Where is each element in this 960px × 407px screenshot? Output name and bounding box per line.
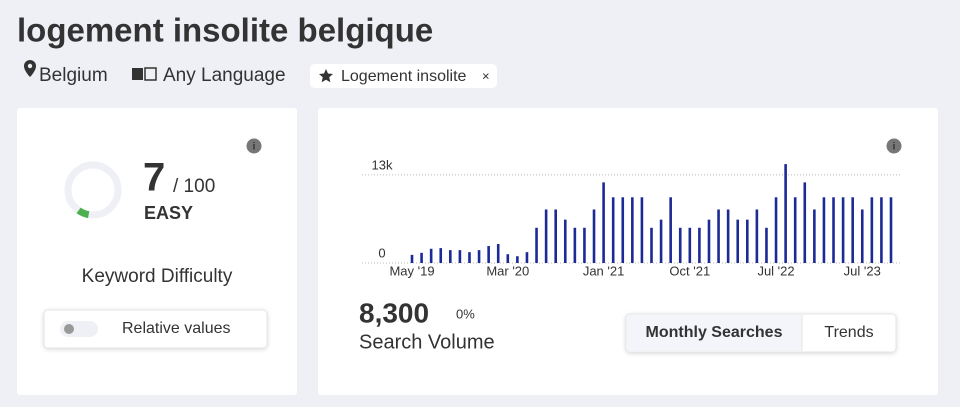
language-icon — [132, 68, 143, 80]
bar — [793, 197, 797, 263]
bar — [449, 250, 452, 263]
bar — [640, 197, 644, 263]
volume-value: 8,300 — [359, 297, 429, 328]
bar — [678, 227, 682, 263]
bar — [707, 219, 711, 263]
bar — [889, 197, 893, 263]
x-tick-label: Jul '23 — [844, 263, 881, 278]
bar — [688, 227, 692, 263]
page-title: logement insolite belgique — [17, 12, 433, 49]
bar — [803, 182, 807, 263]
volume-label: Search Volume — [359, 331, 495, 353]
bar — [841, 197, 845, 263]
bar — [880, 197, 883, 263]
remove-filter[interactable]: × — [482, 68, 490, 83]
language-icon — [144, 67, 157, 81]
bar — [755, 209, 759, 263]
y-tick-label: 13k — [372, 157, 393, 172]
x-tick-label: Oct '21 — [669, 263, 710, 278]
bar — [554, 209, 557, 263]
tab-trends[interactable]: Trends — [824, 324, 873, 341]
bar — [736, 219, 740, 263]
bar — [525, 252, 529, 263]
bar — [621, 197, 625, 263]
bar — [496, 244, 500, 263]
bar — [458, 250, 462, 263]
info-icon[interactable] — [246, 138, 262, 154]
bar — [631, 197, 634, 263]
bar — [468, 252, 471, 263]
difficulty-score: 7 — [143, 156, 165, 200]
toggle-box[interactable] — [43, 309, 268, 349]
bar — [544, 209, 548, 263]
difficulty-level: EASY — [144, 203, 193, 223]
bar — [851, 197, 854, 263]
bar — [698, 227, 701, 263]
bar — [439, 248, 443, 263]
x-tick-label: Mar '20 — [486, 263, 529, 278]
bar — [420, 252, 423, 263]
x-tick-label: Jan '21 — [583, 263, 625, 278]
filter-topic: Logement insolite — [341, 68, 467, 85]
bar — [860, 209, 864, 263]
bar — [429, 248, 433, 263]
y-tick-label: 0 — [378, 245, 385, 260]
filter-language[interactable]: Any Language — [163, 65, 286, 86]
chart: 0 13k May '19 Mar '20 Jan '21 Oct '21 Jul '22 J… — [362, 157, 900, 278]
bar — [650, 227, 653, 263]
tab-active-bg — [627, 315, 802, 351]
bar — [602, 182, 605, 263]
filter-chip[interactable] — [310, 64, 497, 88]
bar — [592, 209, 596, 263]
volume-change: 0% — [456, 306, 475, 321]
bar — [563, 219, 567, 263]
info-icon-glyph: i — [893, 142, 896, 153]
info-icon-glyph: i — [253, 142, 256, 153]
bar — [726, 209, 730, 263]
bar — [611, 197, 615, 263]
star-icon — [319, 69, 333, 83]
difficulty-label: Keyword Difficulty — [82, 266, 233, 287]
difficulty-max: / 100 — [173, 176, 215, 197]
bar — [870, 197, 874, 263]
bar — [822, 197, 826, 263]
location-icon-dot — [27, 63, 33, 69]
bar — [669, 197, 672, 263]
location-icon — [24, 60, 36, 77]
bar — [583, 227, 586, 263]
difficulty-ring — [64, 161, 122, 219]
bar — [477, 250, 481, 263]
x-tick-label: May '19 — [389, 263, 434, 278]
difficulty-arc — [64, 161, 122, 219]
bar — [535, 227, 538, 263]
bar — [573, 227, 577, 263]
bar — [487, 246, 490, 263]
tab-monthly[interactable]: Monthly Searches — [646, 324, 783, 341]
bar — [774, 197, 778, 263]
bar — [516, 256, 519, 263]
bar — [746, 219, 749, 263]
bar — [765, 227, 768, 263]
info-icon[interactable] — [886, 138, 902, 154]
toggle-label: Relative values — [122, 320, 231, 337]
bar — [717, 209, 720, 263]
bar — [659, 219, 663, 263]
bar — [410, 254, 414, 263]
x-tick-label: Jul '22 — [757, 263, 794, 278]
bar — [506, 254, 510, 263]
toggle-knob — [64, 324, 74, 334]
bar — [813, 209, 816, 263]
bar — [832, 197, 835, 263]
filter-location[interactable]: Belgium — [39, 65, 108, 86]
bar — [784, 164, 787, 263]
